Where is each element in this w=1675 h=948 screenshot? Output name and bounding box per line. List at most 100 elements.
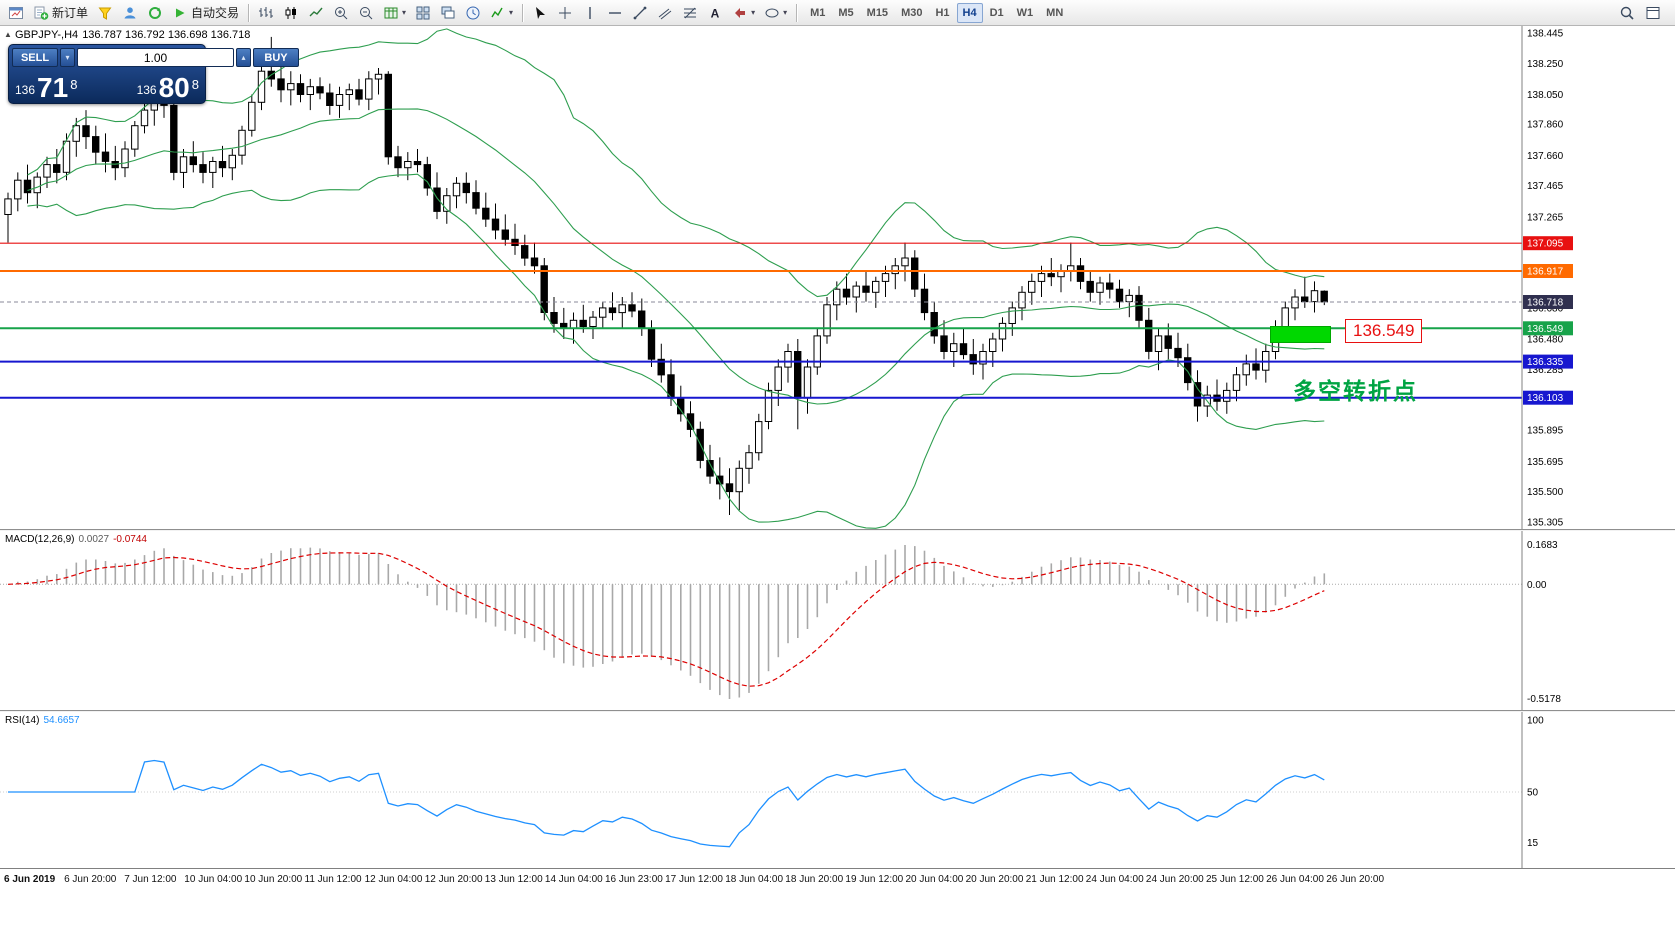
buy-button[interactable]: BUY xyxy=(253,48,299,67)
turning-point-note[interactable]: 多空转折点 xyxy=(1293,378,1418,404)
time-label: 26 Jun 20:00 xyxy=(1326,874,1385,885)
channel-icon[interactable] xyxy=(653,2,677,24)
timeframe-mn[interactable]: MN xyxy=(1046,6,1064,19)
time-label: 11 Jun 12:00 xyxy=(304,874,362,885)
macd-signal-value: -0.0744 xyxy=(113,534,147,545)
timeframe-d1[interactable]: D1 xyxy=(989,6,1004,19)
crosshair-icon[interactable] xyxy=(553,2,577,24)
svg-text:136.718: 136.718 xyxy=(1527,298,1564,309)
toolbar-separator xyxy=(796,3,798,22)
timeframe-m1[interactable]: M1 xyxy=(810,6,826,19)
cursor-icon[interactable] xyxy=(528,2,552,24)
shapes-icon[interactable]: ▾ xyxy=(760,2,791,24)
time-label: 12 Jun 04:00 xyxy=(364,874,423,885)
collapse-trade-panel-icon[interactable]: ▲ xyxy=(4,30,12,39)
horizontal-line-icon[interactable] xyxy=(603,2,627,24)
panel-splitter[interactable] xyxy=(0,710,1675,712)
svg-text:137.265: 137.265 xyxy=(1527,212,1564,223)
bars-chart-icon[interactable] xyxy=(254,2,278,24)
price-chart[interactable]: 138.445 138.250 138.050 137.860 137.660 137.4… xyxy=(0,26,1675,529)
symbol-ohlc-line: GBPJPY-,H4 136.787 136.792 136.698 136.71… xyxy=(15,29,254,41)
cascade-windows-icon[interactable] xyxy=(436,2,460,24)
one-click-trading-panel: SELL ▾ ▴ BUY 136 71 8 136 80 8 xyxy=(8,44,299,104)
line-chart-icon[interactable] xyxy=(304,2,328,24)
sell-button[interactable]: SELL xyxy=(12,48,58,67)
macd-label: MACD(12,26,9) 0.0027 -0.0744 xyxy=(5,534,147,545)
time-label: 25 Jun 12:00 xyxy=(1206,874,1264,885)
svg-text:136.103: 136.103 xyxy=(1527,393,1564,404)
svg-text:137.660: 137.660 xyxy=(1527,151,1564,162)
sell-price-big: 71 xyxy=(37,72,69,104)
time-label: 6 Jun 2019 xyxy=(4,874,56,885)
sell-price-prefix: 136 xyxy=(15,83,36,97)
trendline-icon[interactable] xyxy=(628,2,652,24)
buy-price[interactable]: 136 80 8 xyxy=(137,72,199,104)
svg-text:136.285: 136.285 xyxy=(1527,365,1564,376)
macd-chart[interactable]: 0.1683 0.00 -0.5178 xyxy=(0,531,1675,710)
quotes-icon[interactable] xyxy=(93,2,117,24)
time-label: 7 Jun 12:00 xyxy=(124,874,177,885)
sell-price[interactable]: 136 71 8 xyxy=(15,72,77,104)
time-label: 19 Jun 12:00 xyxy=(845,874,904,885)
svg-text:138.445: 138.445 xyxy=(1527,29,1564,40)
zoom-out-icon[interactable] xyxy=(354,2,378,24)
new-order-button[interactable]: 新订单 xyxy=(29,2,92,24)
svg-text:137.860: 137.860 xyxy=(1527,120,1564,131)
timeframe-m5[interactable]: M5 xyxy=(838,6,854,19)
time-axis[interactable]: 6 Jun 2019 6 Jun 20:00 7 Jun 12:00 10 Jun 0… xyxy=(0,868,1675,892)
profile-icon[interactable] xyxy=(118,2,142,24)
clock-icon[interactable] xyxy=(461,2,485,24)
panel-splitter[interactable] xyxy=(0,529,1675,531)
buy-price-big: 80 xyxy=(158,72,190,104)
timeframe-m15[interactable]: M15 xyxy=(866,6,889,19)
svg-text:0.00: 0.00 xyxy=(1527,580,1547,591)
volume-increase-button[interactable]: ▴ xyxy=(236,48,251,67)
price-callout[interactable]: 136.549 xyxy=(1345,319,1423,343)
svg-text:A: A xyxy=(711,6,720,20)
tile-windows-icon[interactable] xyxy=(411,2,435,24)
chart-window-icon[interactable] xyxy=(4,2,28,24)
svg-text:135.500: 135.500 xyxy=(1527,487,1564,498)
macd-main-value: 0.0027 xyxy=(78,534,110,545)
time-label: 6 Jun 20:00 xyxy=(64,874,117,885)
svg-text:135.895: 135.895 xyxy=(1527,426,1564,437)
window-icon[interactable] xyxy=(1641,2,1665,24)
text-icon[interactable]: A xyxy=(703,2,727,24)
search-icon[interactable] xyxy=(1615,2,1639,24)
indicators-icon[interactable]: ▾ xyxy=(486,2,517,24)
new-chart-icon[interactable]: ▾ xyxy=(379,2,410,24)
arrows-icon[interactable]: ▾ xyxy=(728,2,759,24)
time-label: 18 Jun 04:00 xyxy=(725,874,784,885)
auto-trading-button[interactable]: 自动交易 xyxy=(168,2,243,24)
rsi-value: 54.6657 xyxy=(43,715,80,726)
ohlc-values: 136.787 136.792 136.698 136.718 xyxy=(82,29,251,41)
rsi-name: RSI(14) xyxy=(5,715,40,726)
svg-text:0.1683: 0.1683 xyxy=(1527,540,1558,551)
timeframe-m30[interactable]: M30 xyxy=(901,6,923,19)
svg-text:137.465: 137.465 xyxy=(1527,181,1564,192)
refresh-icon[interactable] xyxy=(143,2,167,24)
new-order-label: 新订单 xyxy=(52,6,89,20)
timeframe-w1[interactable]: W1 xyxy=(1016,6,1034,19)
auto-trading-label: 自动交易 xyxy=(191,6,240,20)
svg-text:136.335: 136.335 xyxy=(1527,357,1564,368)
svg-text:136.480: 136.480 xyxy=(1527,335,1564,346)
new-order-icon xyxy=(34,6,49,20)
vertical-line-icon[interactable] xyxy=(578,2,602,24)
timeframe-h1[interactable]: H1 xyxy=(935,6,950,19)
volume-decrease-button[interactable]: ▾ xyxy=(60,48,75,67)
rsi-chart[interactable]: 100 50 15 xyxy=(0,712,1675,868)
candles-chart-icon[interactable] xyxy=(279,2,303,24)
time-label: 24 Jun 04:00 xyxy=(1085,874,1144,885)
svg-text:135.305: 135.305 xyxy=(1527,518,1564,529)
time-label: 14 Jun 04:00 xyxy=(544,874,603,885)
buy-price-sup: 8 xyxy=(191,77,199,93)
svg-text:137.095: 137.095 xyxy=(1527,239,1564,250)
fibonacci-icon[interactable] xyxy=(678,2,702,24)
time-label: 10 Jun 20:00 xyxy=(244,874,303,885)
turning-point-zone[interactable] xyxy=(1270,326,1331,343)
volume-input[interactable] xyxy=(77,48,234,67)
zoom-in-icon[interactable] xyxy=(329,2,353,24)
svg-text:100: 100 xyxy=(1527,716,1544,727)
timeframe-h4[interactable]: H4 xyxy=(956,2,983,23)
